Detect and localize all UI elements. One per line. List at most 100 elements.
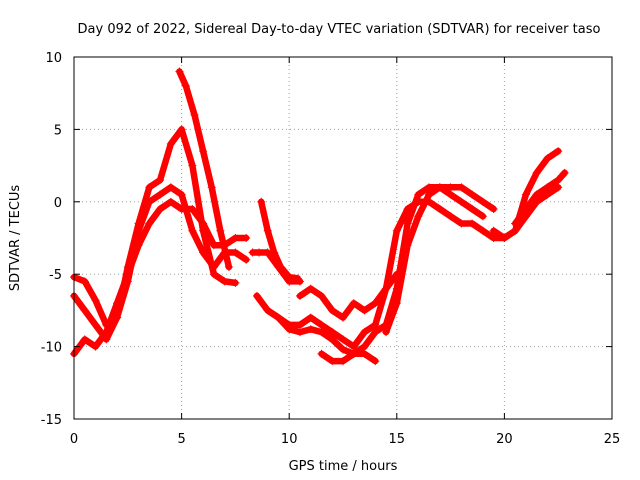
data-point [403, 241, 412, 250]
data-point [446, 212, 455, 221]
data-point [468, 205, 477, 214]
data-point [371, 320, 380, 329]
series-track-10 [317, 349, 380, 366]
data-point [255, 248, 264, 257]
data-point [403, 219, 412, 228]
data-point [328, 328, 337, 337]
x-tick-label: 5 [177, 432, 185, 447]
data-point [425, 183, 434, 192]
data-point [543, 154, 552, 163]
data-point [446, 183, 455, 192]
data-point [414, 212, 423, 221]
data-point [181, 81, 190, 90]
data-point [382, 328, 391, 337]
data-point [446, 190, 455, 199]
data-point [231, 234, 240, 242]
data-point [190, 110, 199, 119]
data-point [274, 313, 283, 322]
data-point [339, 335, 347, 344]
data-point [468, 219, 477, 228]
data-point [360, 342, 369, 351]
data-point [554, 176, 563, 185]
data-point [293, 274, 302, 283]
data-point [489, 234, 498, 242]
data-point [80, 306, 89, 315]
data-point [349, 299, 358, 308]
data-point [177, 125, 186, 134]
data-point [188, 161, 197, 170]
data-point [328, 306, 337, 315]
data-point [414, 190, 423, 199]
data-point [145, 197, 154, 206]
data-point [349, 349, 358, 358]
data-point [543, 183, 552, 192]
data-point [80, 335, 89, 344]
axis-ticks: 0 5 10 15 20 25 -15 -10 -5 0 5 10 [41, 51, 621, 447]
data-point [306, 325, 315, 334]
data-point [177, 205, 186, 214]
y-axis-label: SDTVAR / TECUs [8, 185, 23, 292]
data-point [478, 197, 487, 206]
data-point [532, 168, 541, 177]
y-tick-label: -15 [41, 413, 62, 428]
data-point [91, 296, 100, 305]
data-point [134, 241, 143, 250]
series-track-1 [70, 125, 240, 329]
data-point [177, 190, 186, 199]
x-tick-label: 25 [604, 432, 621, 447]
series-line [318, 350, 379, 365]
data-point [188, 226, 197, 235]
data-point [339, 345, 347, 354]
data-point [457, 197, 466, 206]
x-tick-label: 15 [389, 432, 406, 447]
series-track-4 [175, 67, 233, 271]
data-point [91, 342, 100, 351]
data-point [134, 226, 143, 235]
data-point [521, 205, 530, 214]
data-point [360, 328, 369, 337]
data-point [349, 342, 358, 351]
y-tick-label: 5 [54, 123, 62, 138]
series-track-13 [511, 168, 569, 228]
data-point [339, 313, 347, 322]
data-point [317, 291, 326, 300]
data-point [199, 147, 208, 156]
data-point [489, 226, 498, 235]
data-point [242, 255, 251, 264]
data-point [371, 299, 380, 308]
data-point [216, 226, 225, 235]
data-point [263, 226, 272, 235]
data-point [166, 139, 175, 148]
data-point [435, 183, 444, 192]
data-point [435, 205, 444, 214]
series-track-9 [295, 270, 401, 322]
x-axis-label: GPS time / hours [289, 459, 398, 474]
data-point [166, 183, 175, 192]
data-point [209, 270, 218, 279]
data-point [270, 248, 279, 257]
data-point [360, 306, 369, 315]
data-point [263, 306, 272, 315]
data-point [328, 357, 337, 366]
data-point [220, 277, 229, 286]
data-point [207, 183, 216, 192]
data-point [489, 205, 498, 214]
data-point [224, 262, 233, 271]
data-point [382, 284, 391, 293]
y-tick-label: 0 [54, 196, 62, 211]
data-point [392, 226, 401, 235]
data-point [468, 190, 477, 199]
y-tick-label: -10 [41, 341, 62, 356]
data-point [209, 241, 218, 250]
data-point [188, 205, 197, 214]
data-point [371, 328, 380, 337]
series-line [70, 126, 239, 329]
series-track-12 [489, 147, 563, 242]
data-point [478, 212, 487, 221]
series-line [511, 169, 568, 227]
data-point [360, 349, 369, 358]
chart-title: Day 092 of 2022, Sidereal Day-to-day VTE… [78, 22, 601, 37]
data-point [285, 273, 294, 282]
data-point [478, 226, 487, 235]
